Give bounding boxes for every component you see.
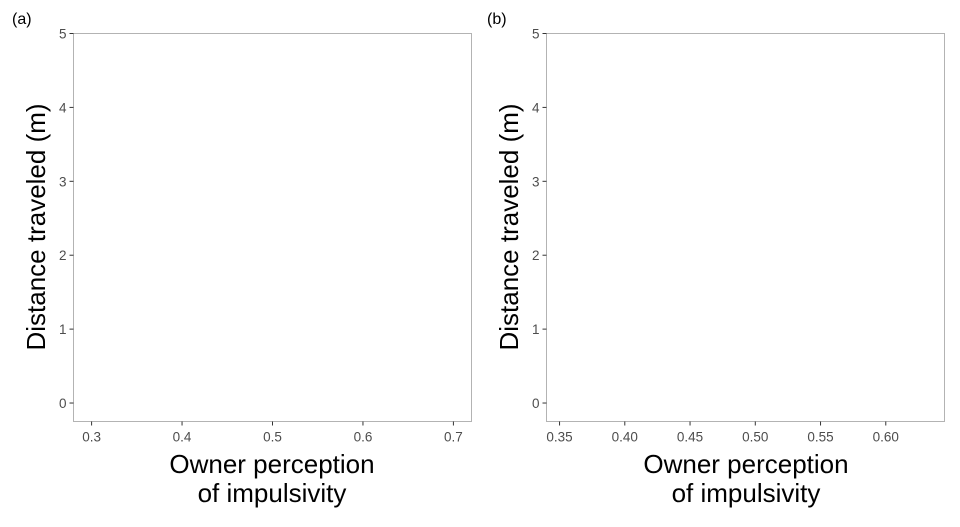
x-tick-label-a-4: 0.7 bbox=[444, 430, 463, 445]
plot-area-a bbox=[73, 33, 472, 422]
plot-area-b bbox=[546, 33, 945, 422]
x-tick-label-b-2: 0.45 bbox=[677, 430, 703, 445]
y-tick-label-a-1: 1 bbox=[59, 322, 67, 337]
x-tick-label-b-5: 0.60 bbox=[873, 430, 899, 445]
panel-label-a: (a) bbox=[12, 11, 32, 28]
x-axis-title-a-line-1: Owner perception bbox=[169, 449, 374, 479]
x-tick-label-a-3: 0.6 bbox=[354, 430, 373, 445]
y-tick-label-a-4: 4 bbox=[59, 100, 67, 115]
tick-group-b: 0.35 0.40 0.45 0.50 0.55 0.60 0 1 2 3 4 5 bbox=[532, 27, 899, 445]
x-tick-label-b-1: 0.40 bbox=[612, 430, 638, 445]
x-tick-label-a-0: 0.3 bbox=[82, 430, 101, 445]
y-tick-label-b-5: 5 bbox=[532, 27, 540, 42]
y-tick-label-b-1: 1 bbox=[532, 322, 540, 337]
y-tick-label-a-2: 2 bbox=[59, 248, 67, 263]
y-axis-title-a: Distance traveled (m) bbox=[21, 103, 51, 350]
x-tick-label-b-4: 0.55 bbox=[807, 430, 833, 445]
x-axis-title-b-line-1: Owner perception bbox=[643, 449, 848, 479]
y-tick-label-b-4: 4 bbox=[532, 100, 540, 115]
y-axis-title-b: Distance traveled (m) bbox=[494, 103, 524, 350]
x-tick-label-b-3: 0.50 bbox=[742, 430, 768, 445]
x-tick-label-a-1: 0.4 bbox=[173, 430, 192, 445]
y-tick-label-a-0: 0 bbox=[59, 396, 67, 411]
x-tick-label-b-0: 0.35 bbox=[546, 430, 572, 445]
panel-label-b: (b) bbox=[487, 11, 507, 28]
x-axis-title-b-line-2: of impulsivity bbox=[672, 478, 821, 508]
y-tick-label-b-0: 0 bbox=[532, 396, 540, 411]
chart-panel-b: (b) 0.35 0.40 0.45 0.50 0.55 0.60 0 1 2 3 4 5 Dista… bbox=[487, 11, 945, 508]
y-tick-label-b-3: 3 bbox=[532, 174, 540, 189]
chart-panel-a: (a) 0.3 0.4 0.5 0.6 0.7 0 1 2 3 4 5 Distance trave… bbox=[12, 11, 472, 508]
y-tick-label-b-2: 2 bbox=[532, 248, 540, 263]
tick-group-a: 0.3 0.4 0.5 0.6 0.7 0 1 2 3 4 5 bbox=[59, 27, 463, 445]
x-axis-title-a-line-2: of impulsivity bbox=[198, 478, 347, 508]
x-tick-label-a-2: 0.5 bbox=[263, 430, 282, 445]
y-tick-label-a-3: 3 bbox=[59, 174, 67, 189]
y-tick-label-a-5: 5 bbox=[59, 27, 67, 42]
